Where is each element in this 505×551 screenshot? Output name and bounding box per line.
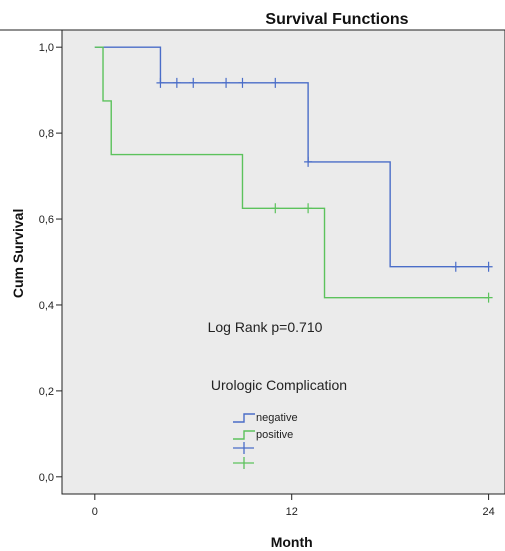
censor-mark-negative	[189, 77, 198, 88]
legend-line-positive	[233, 430, 255, 440]
x-axis-label: Month	[271, 534, 313, 550]
axes: 0,0 0,2 0,4 0,6 0,8 1,0 0 12 24	[39, 42, 495, 518]
censor-mark-negative	[222, 77, 231, 88]
y-axis-label: Cum Survival	[10, 209, 26, 298]
plot-area	[61, 29, 505, 495]
legend-label-positive: positive	[256, 429, 293, 441]
x-tick-label: 24	[482, 506, 494, 518]
censor-mark-positive	[484, 292, 493, 303]
survival-line-positive	[94, 46, 489, 299]
legend-symbols	[233, 413, 255, 469]
legend-label-negative: negative	[256, 412, 298, 424]
survival-line-negative	[94, 46, 489, 268]
y-tick-label: 1,0	[39, 42, 54, 54]
censor-mark-positive	[304, 203, 313, 214]
censor-mark-negative	[484, 261, 493, 272]
legend-censor-negative	[233, 442, 254, 454]
legend-censor-positive	[233, 457, 254, 469]
x-tick-label: 0	[92, 506, 98, 518]
censor-mark-negative	[156, 77, 165, 88]
chart-title: Survival Functions	[265, 11, 408, 28]
y-tick-label: 0,8	[39, 128, 54, 140]
censor-mark-negative	[451, 261, 460, 272]
censor-mark-positive	[271, 203, 280, 214]
log-rank-annotation: Log Rank p=0.710	[208, 319, 323, 335]
x-tick-label: 12	[286, 506, 298, 518]
censor-mark-negative	[271, 77, 280, 88]
legend-line-negative	[233, 413, 255, 423]
censor-mark-negative	[172, 77, 181, 88]
legend-title: Urologic Complication	[211, 377, 347, 393]
y-tick-label: 0,0	[39, 472, 54, 484]
y-tick-label: 0,4	[39, 300, 54, 312]
y-tick-label: 0,2	[39, 386, 54, 398]
series-layer	[94, 46, 493, 303]
censor-mark-negative	[238, 77, 247, 88]
y-tick-label: 0,6	[39, 214, 54, 226]
censor-mark-negative	[304, 156, 313, 167]
